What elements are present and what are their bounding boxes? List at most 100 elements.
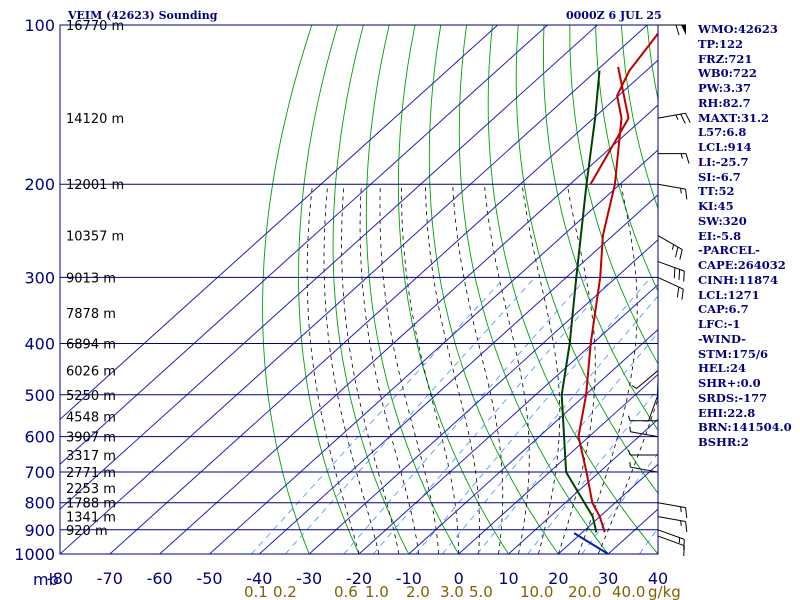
mixing-ratio-line bbox=[285, 277, 536, 554]
wind-barb bbox=[629, 426, 659, 438]
index-item: BSHR:2 bbox=[698, 435, 749, 449]
temperature-tick-label: -30 bbox=[296, 569, 322, 588]
pressure-tick-label: 100 bbox=[24, 16, 55, 35]
wind-barb-half-feather bbox=[629, 426, 631, 432]
wind-barb bbox=[657, 502, 688, 519]
moist-adiabat bbox=[359, 184, 420, 554]
moist-adiabat bbox=[597, 397, 658, 554]
index-item: CAP:6.7 bbox=[698, 302, 749, 317]
moist-adiabat bbox=[521, 184, 561, 554]
wind-barb bbox=[658, 153, 690, 164]
pressure-tick-label: 1000 bbox=[14, 545, 55, 564]
isotherm bbox=[557, 463, 658, 554]
wind-barb-feather bbox=[685, 153, 690, 164]
mixing-ratio-label: 3.0 bbox=[440, 583, 464, 600]
wind-barb-feather bbox=[678, 269, 681, 280]
height-label: 6026 m bbox=[66, 365, 116, 380]
wind-barb-half-feather bbox=[680, 520, 682, 526]
index-item: SRDS:-177 bbox=[698, 390, 768, 405]
index-item: TP:122 bbox=[698, 36, 744, 51]
wind-barb-feather bbox=[679, 249, 683, 260]
mixing-ratio-label: 1.0 bbox=[365, 583, 389, 600]
index-item: L57:6.8 bbox=[698, 125, 747, 140]
height-label: 9013 m bbox=[66, 271, 116, 286]
wind-barb bbox=[658, 24, 686, 36]
wind-barb-feather bbox=[680, 113, 686, 124]
isotherm bbox=[209, 149, 658, 554]
wind-barb bbox=[657, 235, 683, 260]
mixing-ratio-label: 40.0 bbox=[612, 583, 645, 600]
mixing-ratio-line bbox=[476, 332, 658, 554]
wind-barb-feather bbox=[685, 113, 691, 123]
isotherm bbox=[109, 59, 658, 554]
mixing-ratio-label: 5.0 bbox=[469, 583, 493, 600]
wind-barb-feather bbox=[683, 545, 685, 557]
isotherm bbox=[60, 25, 499, 420]
index-item: STM:175/6 bbox=[698, 346, 769, 361]
moist-adiabat bbox=[452, 184, 504, 554]
temperature-tick-label: 40 bbox=[648, 569, 668, 588]
dewpoint-trace bbox=[560, 70, 601, 533]
height-label: 10357 m bbox=[66, 230, 124, 245]
wind-barb-staff bbox=[657, 276, 684, 290]
mixing-ratio-label: 0.1 bbox=[244, 583, 268, 600]
temperature-tick-label: 0 bbox=[454, 569, 464, 588]
isobars bbox=[60, 24, 658, 555]
index-item: SHR+:0.0 bbox=[698, 376, 761, 390]
index-item: LI:-25.7 bbox=[698, 154, 749, 169]
pressure-tick-label: 600 bbox=[24, 428, 55, 447]
wind-barb-pennant bbox=[681, 25, 686, 35]
pressure-tick-label: 300 bbox=[24, 268, 55, 287]
height-label: 12001 m bbox=[66, 178, 124, 193]
dry-adiabat bbox=[487, 25, 658, 554]
index-item: LCL:1271 bbox=[698, 287, 760, 302]
wind-barb-staff bbox=[657, 183, 686, 190]
wind-barb-half-feather bbox=[680, 506, 682, 512]
isotherm bbox=[258, 194, 658, 554]
wind-barb-half-feather bbox=[680, 188, 682, 194]
isotherm bbox=[60, 25, 598, 510]
moist-adiabat bbox=[484, 184, 530, 554]
wind-barb bbox=[657, 112, 691, 124]
temperature-tick-label: -80 bbox=[47, 569, 73, 588]
isotherm bbox=[458, 373, 658, 554]
wind-barb-staff bbox=[657, 502, 686, 509]
mixing-ratio-line bbox=[527, 388, 658, 554]
index-item: -WIND- bbox=[698, 331, 746, 346]
dry-adiabat bbox=[595, 25, 658, 293]
wind-barb-half-feather bbox=[628, 415, 631, 421]
moist-adiabat bbox=[424, 184, 480, 554]
dry-adiabat bbox=[298, 25, 360, 554]
temperature-tick-label: 20 bbox=[548, 569, 568, 588]
plot-frame bbox=[59, 24, 659, 555]
height-label: 2771 m bbox=[66, 466, 116, 481]
index-item: KI:45 bbox=[698, 199, 734, 213]
dry-adiabat bbox=[458, 25, 609, 554]
height-label: 2253 m bbox=[66, 482, 116, 497]
temperature-tick-label: -20 bbox=[346, 569, 372, 588]
index-item: CINH:11874 bbox=[698, 272, 779, 287]
wind-barb-half-feather bbox=[631, 385, 637, 389]
wind-barb bbox=[629, 461, 659, 473]
index-item: -PARCEL- bbox=[698, 243, 760, 258]
height-label: 14120 m bbox=[66, 112, 124, 127]
temperature-tick-label: -10 bbox=[396, 569, 422, 588]
wind-barb-staff bbox=[657, 535, 685, 547]
wind-barb bbox=[657, 529, 685, 550]
index-item: MAXT:31.2 bbox=[698, 110, 769, 125]
mixing-ratio-label: 2.0 bbox=[406, 583, 430, 600]
index-item: WB0:722 bbox=[698, 66, 757, 81]
temperature-tick-label: 10 bbox=[498, 569, 518, 588]
height-label: 16770 m bbox=[66, 19, 124, 34]
temperature-trace bbox=[577, 31, 658, 533]
mixing-ratio-line bbox=[251, 277, 505, 554]
dry-adiabat bbox=[515, 25, 658, 495]
wind-barb-half-feather bbox=[675, 114, 679, 120]
isotherm bbox=[358, 283, 658, 554]
height-label: 920 m bbox=[66, 524, 108, 539]
wind-barb-feather bbox=[676, 287, 680, 298]
isotherms bbox=[60, 25, 658, 554]
wind-barb-half-feather bbox=[680, 153, 683, 159]
wind-barb-staff bbox=[657, 261, 685, 272]
